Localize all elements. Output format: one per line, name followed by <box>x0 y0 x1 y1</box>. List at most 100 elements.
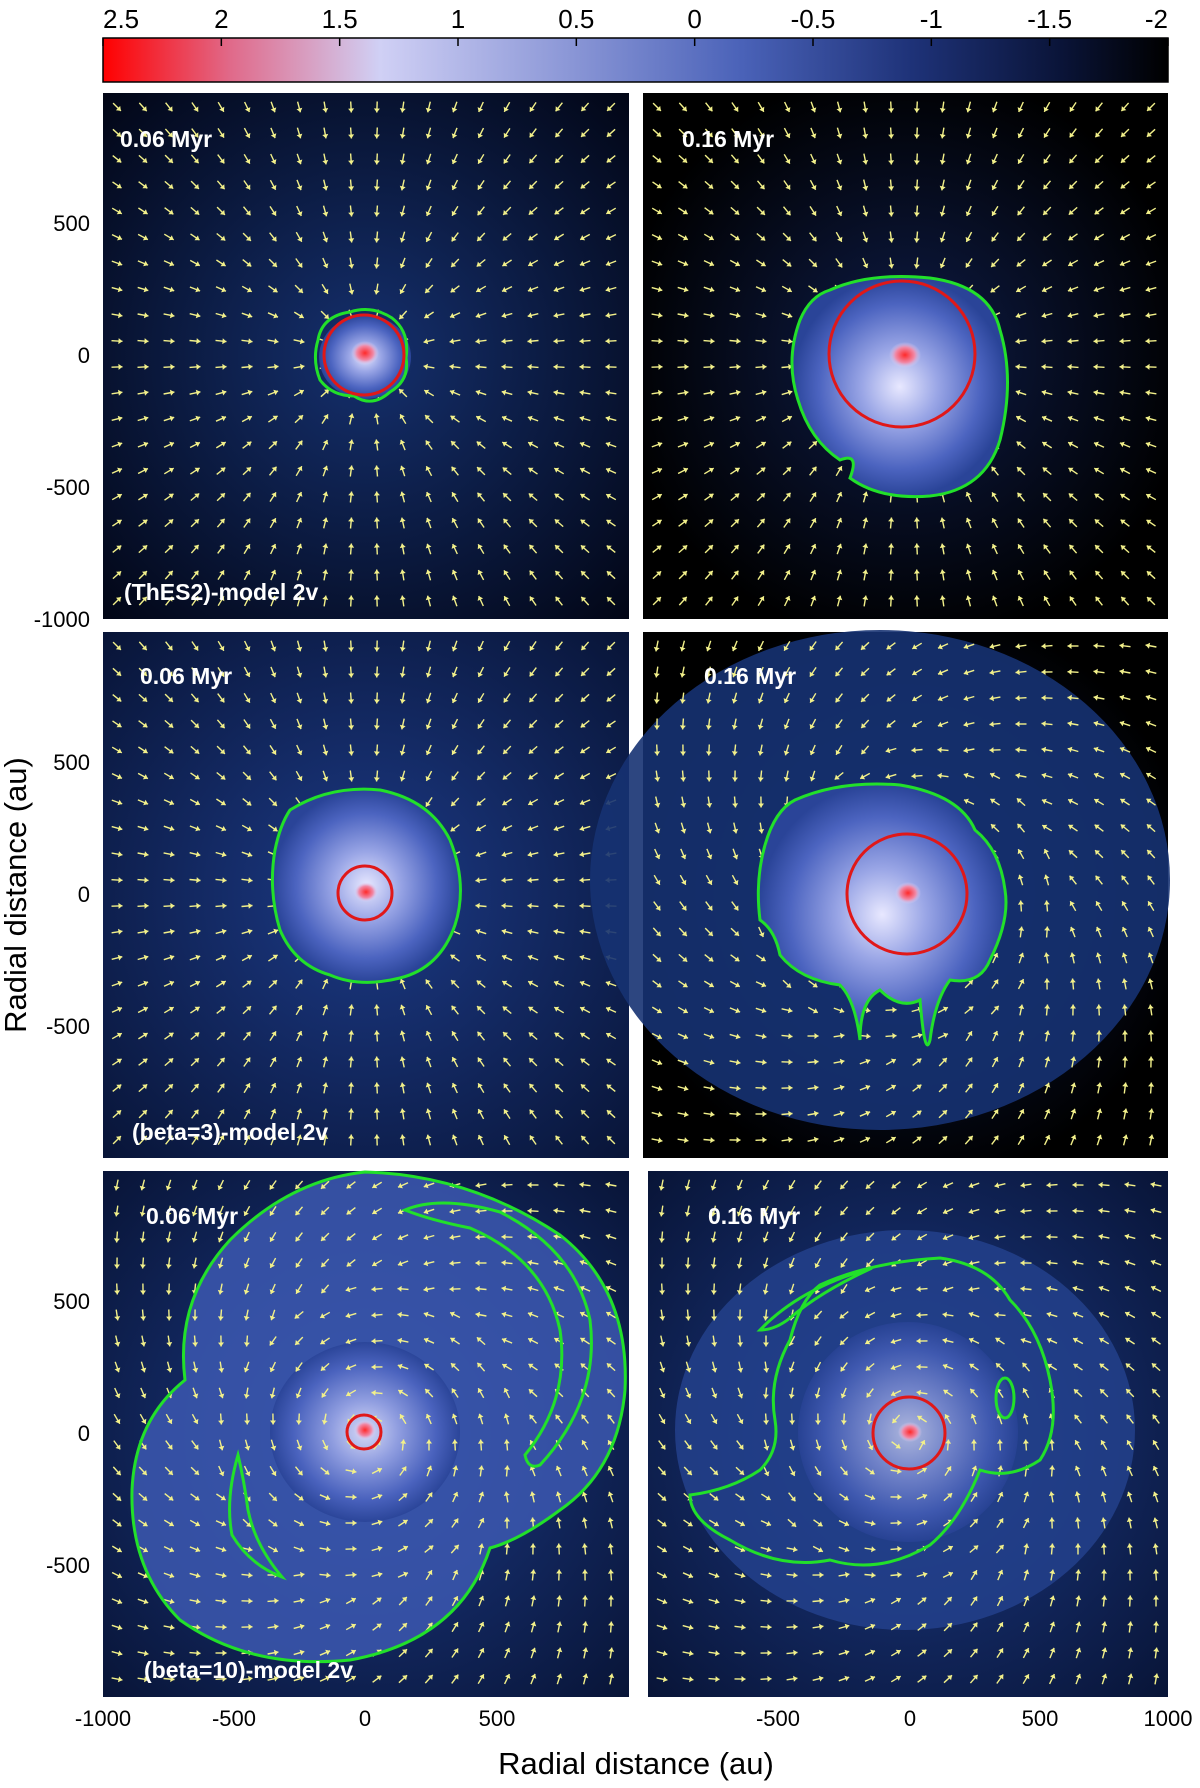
velocity-arrow-head <box>1072 1285 1078 1292</box>
velocity-arrow-head <box>423 1234 429 1241</box>
velocity-arrow-head <box>449 1286 454 1293</box>
velocity-arrow-head <box>321 1236 327 1241</box>
velocity-arrow-head <box>350 1597 356 1603</box>
velocity-arrow-head <box>657 415 663 422</box>
velocity-arrow-head <box>866 1033 871 1040</box>
velocity-arrow-head <box>555 1414 561 1420</box>
panel-4-time: 0.16 Myr <box>704 663 796 689</box>
velocity-arrow-head <box>397 1337 403 1344</box>
velocity-arrow-head <box>168 1058 174 1064</box>
velocity-arrow-head <box>143 1572 148 1579</box>
velocity-arrow-head <box>1044 1004 1051 1009</box>
velocity-arrow-head <box>453 1596 459 1602</box>
velocity-arrow-head <box>680 828 687 834</box>
velocity-arrow-head <box>501 1311 507 1318</box>
velocity-arrow-head <box>399 647 406 652</box>
velocity-arrow-head <box>144 902 149 909</box>
velocity-arrow-head <box>580 1058 586 1064</box>
velocity-arrow-head <box>219 158 225 164</box>
velocity-arrow-head <box>680 802 687 808</box>
velocity-arrow-head <box>811 492 817 498</box>
velocity-arrow-head <box>170 902 175 909</box>
velocity-arrow-head <box>371 1338 376 1345</box>
velocity-arrow-head <box>504 1543 511 1548</box>
velocity-arrow-head <box>348 1134 355 1139</box>
velocity-arrow-head <box>425 1082 432 1088</box>
panel-1-circle <box>322 313 406 397</box>
velocity-arrow-head <box>348 1108 355 1113</box>
velocity-arrow-head <box>968 1286 973 1293</box>
velocity-arrow-head <box>476 441 482 447</box>
velocity-arrow-head <box>839 1110 845 1117</box>
velocity-arrow-head <box>660 1444 666 1450</box>
panel-2-circle <box>827 279 977 429</box>
velocity-arrow-head <box>888 186 895 191</box>
velocity-arrow-head <box>140 1341 147 1347</box>
velocity-arrow-head <box>707 596 713 602</box>
velocity-arrow-head <box>711 1342 718 1347</box>
velocity-arrow-head <box>656 209 662 215</box>
velocity-arrow-head <box>865 1339 871 1345</box>
velocity-arrow-head <box>916 1312 921 1319</box>
velocity-arrow-head <box>736 363 741 370</box>
velocity-arrow-head <box>243 1394 250 1399</box>
velocity-arrow-head <box>170 338 175 345</box>
velocity-arrow-head <box>965 107 972 113</box>
velocity-arrow-head <box>890 1058 896 1064</box>
velocity-arrow-head <box>871 1572 876 1579</box>
velocity-arrow-head <box>888 238 895 243</box>
velocity-arrow-head <box>423 1260 429 1267</box>
velocity-arrow-head <box>1023 1543 1030 1549</box>
velocity-arrow-head <box>529 697 535 703</box>
velocity-arrow-head <box>1069 544 1075 550</box>
velocity-arrow-head <box>167 570 173 576</box>
velocity-arrow-head <box>424 389 430 395</box>
velocity-arrow-head <box>656 183 662 189</box>
velocity-arrow-head <box>967 1057 973 1063</box>
velocity-arrow-head <box>427 1519 433 1524</box>
velocity-arrow-head <box>741 1624 746 1631</box>
velocity-arrow-head <box>946 1597 952 1602</box>
velocity-arrow-head <box>1100 1491 1107 1497</box>
panel-3-time: 0.06 Myr <box>140 663 232 689</box>
velocity-arrow-head <box>788 1263 795 1269</box>
velocity-arrow-head <box>947 1545 953 1551</box>
velocity-arrow-head <box>579 825 585 832</box>
velocity-arrow-head <box>1095 158 1101 163</box>
velocity-arrow-head <box>1024 1674 1030 1680</box>
velocity-arrow-head <box>1069 106 1075 112</box>
velocity-arrow-head <box>1073 1337 1079 1343</box>
velocity-arrow-head <box>917 1235 923 1241</box>
velocity-arrow-head <box>991 824 996 830</box>
velocity-arrow-head <box>425 211 432 216</box>
velocity-arrow-head <box>425 236 431 242</box>
velocity-arrow-head <box>1119 363 1124 370</box>
velocity-arrow-head <box>399 263 406 269</box>
velocity-arrow-head <box>114 1316 121 1321</box>
velocity-arrow-head <box>423 1182 429 1189</box>
velocity-arrow-head <box>581 1466 588 1471</box>
velocity-arrow-head <box>169 389 175 396</box>
velocity-arrow-head <box>295 1420 302 1425</box>
velocity-arrow-head <box>713 1495 719 1501</box>
velocity-arrow-head <box>1075 1621 1082 1627</box>
velocity-arrow-head <box>1098 1285 1104 1292</box>
velocity-arrow-head <box>116 183 122 189</box>
velocity-arrow-head <box>1016 798 1022 804</box>
velocity-arrow-head <box>606 1337 612 1343</box>
velocity-arrow-head <box>1098 1259 1104 1266</box>
velocity-arrow-head <box>759 209 765 215</box>
velocity-arrow-head <box>296 211 303 216</box>
velocity-arrow-head <box>296 595 303 601</box>
velocity-arrow-head <box>707 931 713 936</box>
velocity-arrow-head <box>681 596 687 602</box>
velocity-arrow-head <box>733 132 739 138</box>
velocity-arrow-head <box>1049 1569 1056 1575</box>
velocity-arrow-head <box>1045 1135 1051 1140</box>
velocity-arrow-head <box>1095 850 1100 856</box>
velocity-arrow-head <box>815 1445 822 1451</box>
velocity-arrow-head <box>662 1573 667 1579</box>
velocity-arrow-head <box>581 571 587 577</box>
velocity-arrow-head <box>373 134 380 139</box>
velocity-arrow-head <box>114 1367 121 1373</box>
